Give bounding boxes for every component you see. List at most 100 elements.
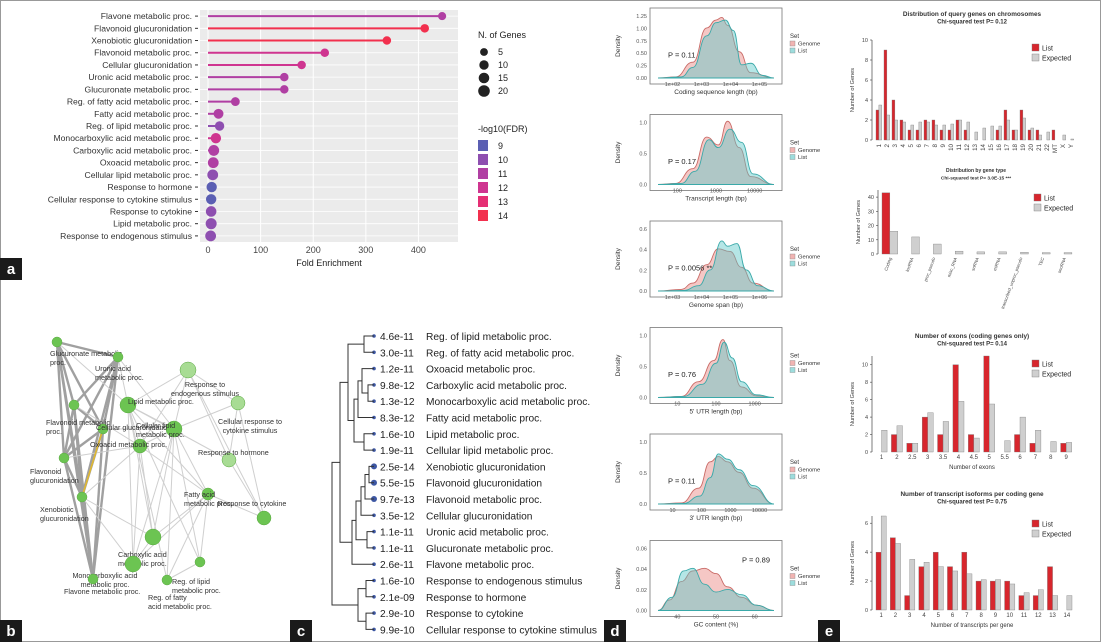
x-axis-title: GC content (%) xyxy=(694,622,739,629)
bar-legend-label: Expected xyxy=(1042,56,1071,63)
row-pathway-name: Cellular glucuronidation xyxy=(426,511,532,522)
node-label-line: Xenobiotic xyxy=(40,505,74,514)
node-label-line: Monocarboxylic acid xyxy=(72,571,137,580)
y-tick-label: 8 xyxy=(865,58,868,64)
x-tick-label: 12 xyxy=(964,143,971,150)
size-legend-label: 10 xyxy=(498,60,508,70)
bar xyxy=(968,434,975,453)
x-tick-label: 3.5 xyxy=(939,455,948,461)
x-tick-label: 10000 xyxy=(747,189,762,195)
node-label-line: Carboxylic acid xyxy=(118,550,167,559)
density-legend-swatch xyxy=(789,147,796,153)
panel-d: 1.25 1.00 0.75 0.50 0.25 0.00 1e+02 1e+03 1e+04 1… xyxy=(604,0,836,642)
row-fdr: 9.9e-10 xyxy=(380,625,415,636)
x-tick-label: 19 xyxy=(1020,143,1027,150)
network-node-label: Flavone metabolic proc. xyxy=(64,587,140,596)
y-axis-title: Density xyxy=(615,34,622,56)
network-node xyxy=(256,510,272,526)
x-tick-label: 1 xyxy=(880,455,884,461)
network-edge xyxy=(62,404,76,459)
row-fdr: 2.9e-10 xyxy=(380,609,415,620)
y-tick-label: 0.50 xyxy=(636,51,647,57)
y-tick-label: 6 xyxy=(865,398,868,404)
y-tick-label: 2 xyxy=(865,433,868,439)
network-node-label: Response to hormone xyxy=(198,448,269,457)
node-label-line: Response to hormone xyxy=(198,448,269,457)
y-tick-label: 0.2 xyxy=(639,268,647,274)
x-tick-label: 60 xyxy=(752,615,758,621)
x-tick-label: 13 xyxy=(972,143,979,150)
dendrogram-branch xyxy=(357,588,366,622)
network-node xyxy=(132,438,148,454)
x-tick-label: snoRNA xyxy=(1057,257,1067,274)
density-curve xyxy=(657,567,775,611)
y-tick-label: 0.25 xyxy=(636,64,647,70)
bar xyxy=(1022,117,1026,141)
bar xyxy=(961,551,968,611)
y-axis-title: Number of Genes xyxy=(850,68,856,112)
bar-chart-title: Distribution by gene type xyxy=(946,168,1006,174)
network-edge xyxy=(132,493,209,565)
bar xyxy=(1032,595,1039,611)
density-curve xyxy=(657,456,775,505)
bar-chart-title: Number of exons (coding genes only) xyxy=(915,333,1029,340)
bar-legend-swatch xyxy=(1033,193,1042,202)
y-tick-label: 40 xyxy=(868,195,874,201)
bar xyxy=(1018,595,1025,611)
bar xyxy=(939,129,944,141)
network-node-label: Carboxylic acid metabolic proc. xyxy=(118,550,167,568)
bar xyxy=(1042,252,1051,255)
network-node-label: Response to cytokine xyxy=(218,499,287,508)
y-tick-label: 0.06 xyxy=(636,547,647,553)
x-tick-label: 1 xyxy=(879,613,883,619)
y-tick-label: 10 xyxy=(868,238,874,244)
x-tick-label: 3 xyxy=(892,143,899,147)
network-edge xyxy=(139,369,189,447)
network-node xyxy=(68,399,80,411)
x-tick-label: 1e+02 xyxy=(665,82,680,88)
bar xyxy=(1051,129,1056,141)
node-label-line: glucuronidation xyxy=(30,476,79,485)
dendrogram-branch xyxy=(366,531,374,549)
x-tick-label: 1e+03 xyxy=(694,82,709,88)
density-curve xyxy=(657,341,775,398)
bar-legend-swatch xyxy=(1031,529,1040,538)
network-node-label: Response to endogenous stimulus xyxy=(171,380,239,398)
color-legend-label: 14 xyxy=(498,211,508,221)
bar xyxy=(974,131,978,141)
lollipop-point xyxy=(280,85,289,94)
bar-legend-label: Expected xyxy=(1042,372,1071,379)
bar-chart-subtitle: Chi-squared test P= 0.14 xyxy=(937,342,1008,348)
bar-chart-subtitle: Chi-squared test P= 3.0E-15 *** xyxy=(941,176,1011,182)
density-legend-swatch xyxy=(789,154,796,160)
bar xyxy=(891,99,896,141)
y-tick-label: 0.00 xyxy=(636,76,647,82)
p-value-label: P = 0.0056 ** xyxy=(668,263,712,272)
network-edge xyxy=(173,369,189,430)
x-tick-label: 1e+03 xyxy=(665,295,680,301)
color-legend-label: 11 xyxy=(498,169,507,179)
p-value-label: P = 0.76 xyxy=(668,370,696,379)
x-tick-label: TEC xyxy=(1038,257,1046,267)
density-legend-swatch xyxy=(789,260,796,267)
bar xyxy=(918,121,922,141)
bar-legend-label: List xyxy=(1044,196,1055,203)
y-tick-label: 10 xyxy=(862,363,868,369)
bar xyxy=(918,566,925,611)
panel-c: 4.6e-11 Reg. of lipid metabolic proc. 3.0e… xyxy=(322,284,602,642)
density-legend-label: Genome xyxy=(798,42,820,48)
bar xyxy=(1052,595,1058,611)
density-legend-swatch xyxy=(789,466,796,473)
y-axis-title: Density xyxy=(615,460,622,482)
x-tick-label: 8 xyxy=(979,613,983,619)
x-tick-label: 1e+06 xyxy=(752,295,767,301)
pathway-label: Cellular glucuronidation xyxy=(102,60,192,70)
row-fdr: 5.5e-15 xyxy=(380,479,415,490)
row-pathway-name: Carboxylic acid metabolic proc. xyxy=(426,381,567,392)
network-edge xyxy=(139,445,209,495)
network-node xyxy=(112,351,124,363)
network-edge xyxy=(173,428,201,563)
bar xyxy=(886,114,890,141)
bar xyxy=(881,192,891,255)
y-tick-label: 2 xyxy=(865,579,868,585)
